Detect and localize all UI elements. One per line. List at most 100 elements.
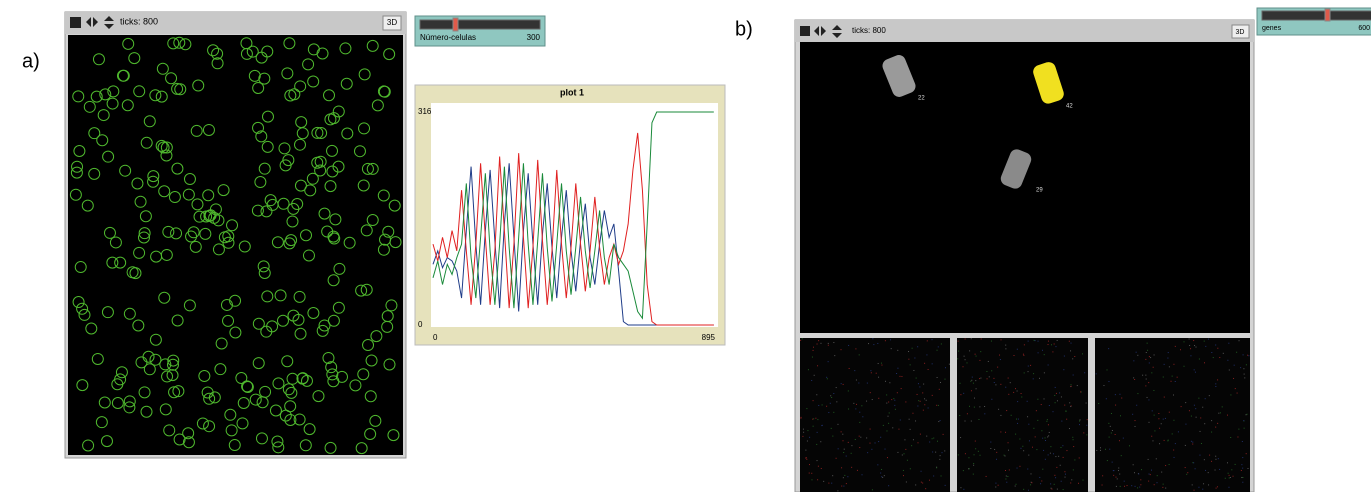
cell [149, 89, 162, 102]
noise-dot [963, 488, 965, 490]
button-3d[interactable] [382, 15, 402, 31]
noise-dot [913, 369, 915, 371]
noise-dot [1059, 464, 1061, 466]
noise-dot [1048, 431, 1050, 433]
noise-dot [1242, 457, 1244, 459]
cell [121, 99, 134, 112]
noise-dot [1190, 415, 1192, 417]
cell [324, 180, 337, 193]
noise-dot [1080, 391, 1082, 393]
noise-dot [1198, 397, 1200, 399]
slider-track[interactable] [419, 19, 541, 30]
slider-track[interactable] [1261, 10, 1371, 21]
cell [286, 372, 299, 385]
noise-dot [1246, 413, 1248, 415]
icon[interactable] [70, 17, 81, 28]
noise-dot [1228, 342, 1230, 344]
noise-dot [1148, 362, 1150, 364]
cell [377, 85, 390, 98]
noise-dot [1041, 480, 1043, 482]
icon[interactable] [86, 17, 98, 27]
cell [106, 97, 119, 110]
button-3d[interactable] [1231, 24, 1250, 39]
noise-dot [1056, 466, 1058, 468]
noise-dot [884, 448, 886, 450]
cell [218, 231, 231, 244]
noise-dot [920, 481, 922, 483]
noise-dot [972, 382, 974, 384]
noise-dot [827, 344, 829, 346]
noise-dot [974, 440, 976, 442]
noise-dot [979, 406, 981, 408]
noise-dot [1123, 480, 1125, 482]
cell [241, 380, 254, 393]
cell [283, 37, 296, 50]
noise-dot [922, 482, 924, 484]
cell [109, 236, 122, 249]
noise-dot [1153, 414, 1155, 416]
cell [365, 354, 378, 367]
icon[interactable] [832, 25, 842, 38]
noise-dot [1131, 485, 1133, 487]
noise-dot [1241, 476, 1243, 478]
noise-dot [868, 343, 870, 345]
cell [224, 408, 237, 421]
noise-dot [1198, 486, 1200, 488]
noise-dot [902, 469, 904, 471]
cell [281, 355, 294, 368]
noise-dot [840, 431, 842, 433]
cell [362, 339, 375, 352]
noise-dot [1215, 385, 1217, 387]
noise-dot [909, 364, 911, 366]
cell [269, 404, 282, 417]
noise-dot [908, 358, 910, 360]
icon[interactable] [800, 26, 810, 36]
noise-dot [1233, 364, 1235, 366]
slider-knob[interactable] [1324, 8, 1331, 22]
noise-dot [1095, 373, 1097, 375]
icon[interactable] [104, 16, 114, 29]
noise-dot [1219, 468, 1221, 470]
slider-knob[interactable] [452, 17, 459, 32]
icon[interactable] [814, 26, 826, 36]
noise-dot [971, 376, 973, 378]
button-label[interactable]: 3D [387, 18, 397, 27]
noise-dot [869, 428, 871, 430]
cell [236, 417, 249, 430]
noise-dot [937, 404, 939, 406]
noise-dot [827, 342, 829, 344]
cell [355, 442, 368, 455]
cell [182, 427, 195, 440]
noise-dot [826, 378, 828, 380]
noise-dot [1086, 434, 1088, 436]
cell [358, 122, 371, 135]
noise-dot [1031, 446, 1033, 448]
noise-dot [970, 338, 972, 340]
noise-dot [1086, 419, 1088, 421]
noise-dot [1041, 430, 1043, 432]
cell [385, 299, 398, 312]
noise-dot [1005, 475, 1007, 477]
cell [191, 198, 204, 211]
noise-dot [1121, 397, 1123, 399]
noise-dot [908, 351, 910, 353]
noise-dot [1242, 467, 1244, 469]
noise-dot [925, 488, 927, 490]
cell [228, 439, 241, 452]
noise-dot [1228, 477, 1230, 479]
noise-dot [1184, 467, 1186, 469]
noise-dot [1070, 385, 1072, 387]
cell [114, 256, 127, 269]
view-panel [800, 338, 950, 492]
noise-dot [1070, 406, 1072, 408]
cell [339, 42, 352, 55]
cell [366, 214, 379, 227]
cell [165, 72, 178, 85]
noise-dot [1028, 423, 1030, 425]
noise-dot [1017, 418, 1019, 420]
noise-dot [1176, 376, 1178, 378]
cell [111, 396, 124, 409]
button-label[interactable]: 3D [1236, 29, 1245, 36]
noise-dot [933, 437, 935, 439]
noise-dot [848, 367, 850, 369]
